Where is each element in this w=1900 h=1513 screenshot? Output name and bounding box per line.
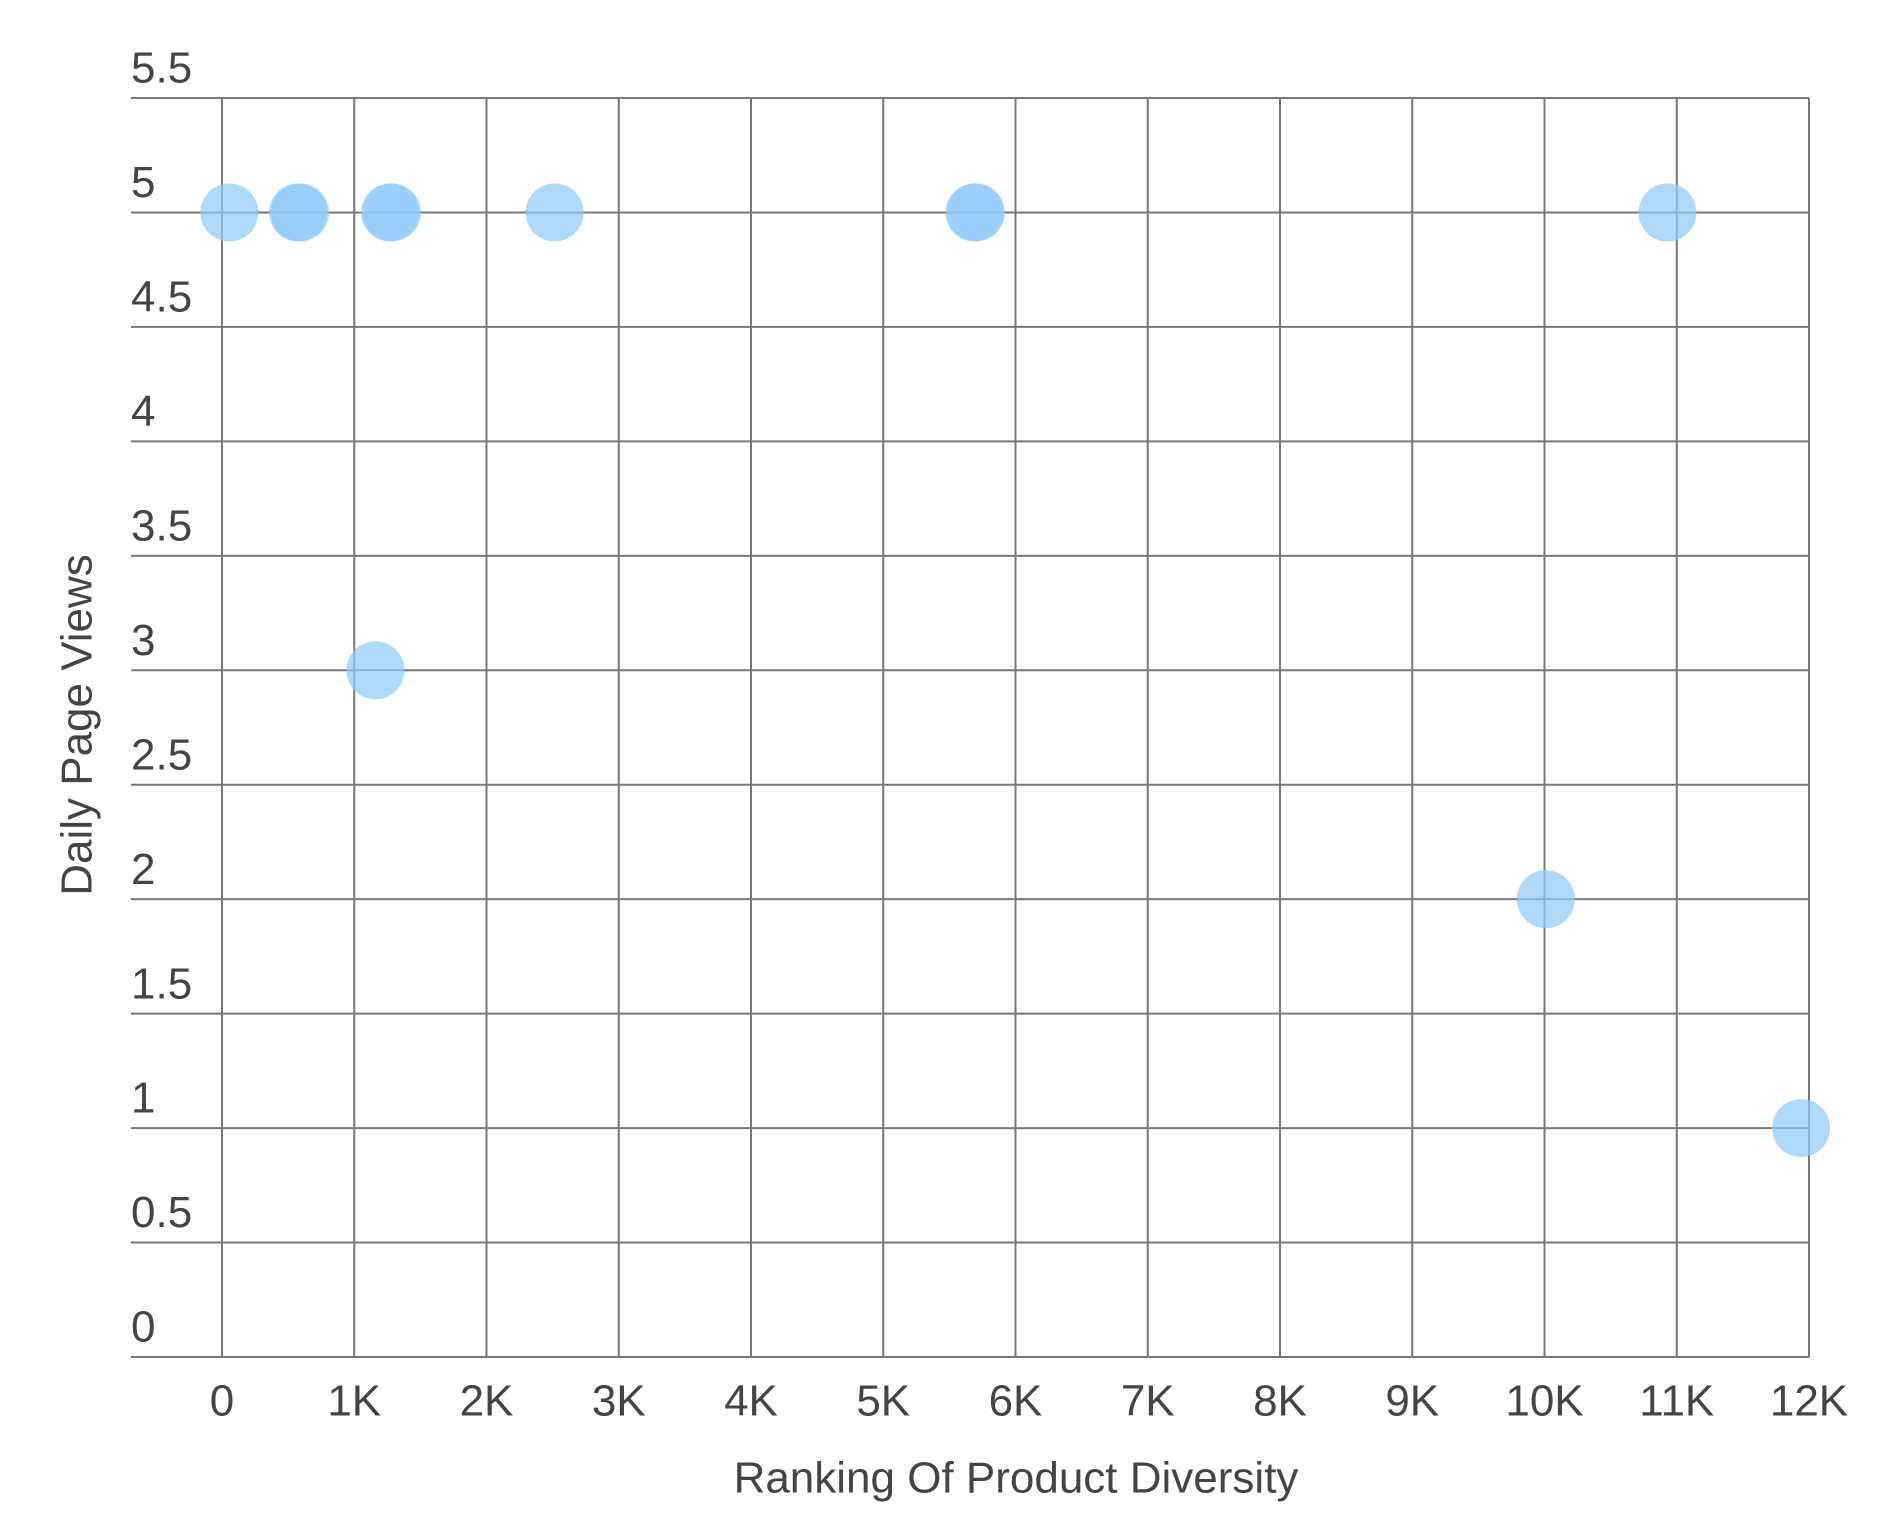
x-tick-label: 5K (856, 1377, 910, 1426)
y-tick-label: 3 (131, 616, 155, 665)
y-tick-label: 4.5 (131, 273, 192, 322)
y-tick-label: 5.5 (131, 44, 192, 93)
x-tick-label: 3K (592, 1377, 646, 1426)
x-tick-label: 2K (460, 1377, 514, 1426)
x-tick-label: 7K (1121, 1377, 1175, 1426)
y-tick-label: 1 (131, 1074, 155, 1123)
x-tick-label: 9K (1385, 1377, 1439, 1426)
x-tick-label: 4K (724, 1377, 778, 1426)
x-tick-label: 6K (989, 1377, 1043, 1426)
point (1638, 183, 1697, 242)
y-tick-label: 0.5 (131, 1188, 192, 1237)
x-tick-label: 1K (327, 1377, 381, 1426)
x-axis-label: Ranking Of Product Diversity (734, 1454, 1299, 1503)
point (946, 183, 1005, 242)
y-tick-label: 3.5 (131, 501, 192, 550)
point (362, 183, 421, 242)
point (271, 183, 330, 242)
y-axis-label: Daily Page Views (53, 554, 102, 896)
y-tick-label: 2.5 (131, 730, 192, 779)
y-tick-label: 1.5 (131, 959, 192, 1008)
x-tick-label: 12K (1770, 1377, 1848, 1426)
point (525, 183, 584, 242)
point (1516, 870, 1575, 929)
y-tick-label: 5 (131, 158, 155, 207)
point (346, 641, 405, 700)
x-tick-label: 11K (1639, 1377, 1714, 1426)
point (200, 183, 259, 242)
x-tick-label: 8K (1253, 1377, 1307, 1426)
y-tick-label: 4 (131, 387, 155, 436)
point (1772, 1099, 1831, 1158)
x-tick-label: 10K (1505, 1377, 1583, 1426)
y-tick-label: 2 (131, 845, 155, 894)
y-tick-label: 0 (131, 1303, 155, 1352)
x-tick-label: 0 (210, 1377, 234, 1426)
